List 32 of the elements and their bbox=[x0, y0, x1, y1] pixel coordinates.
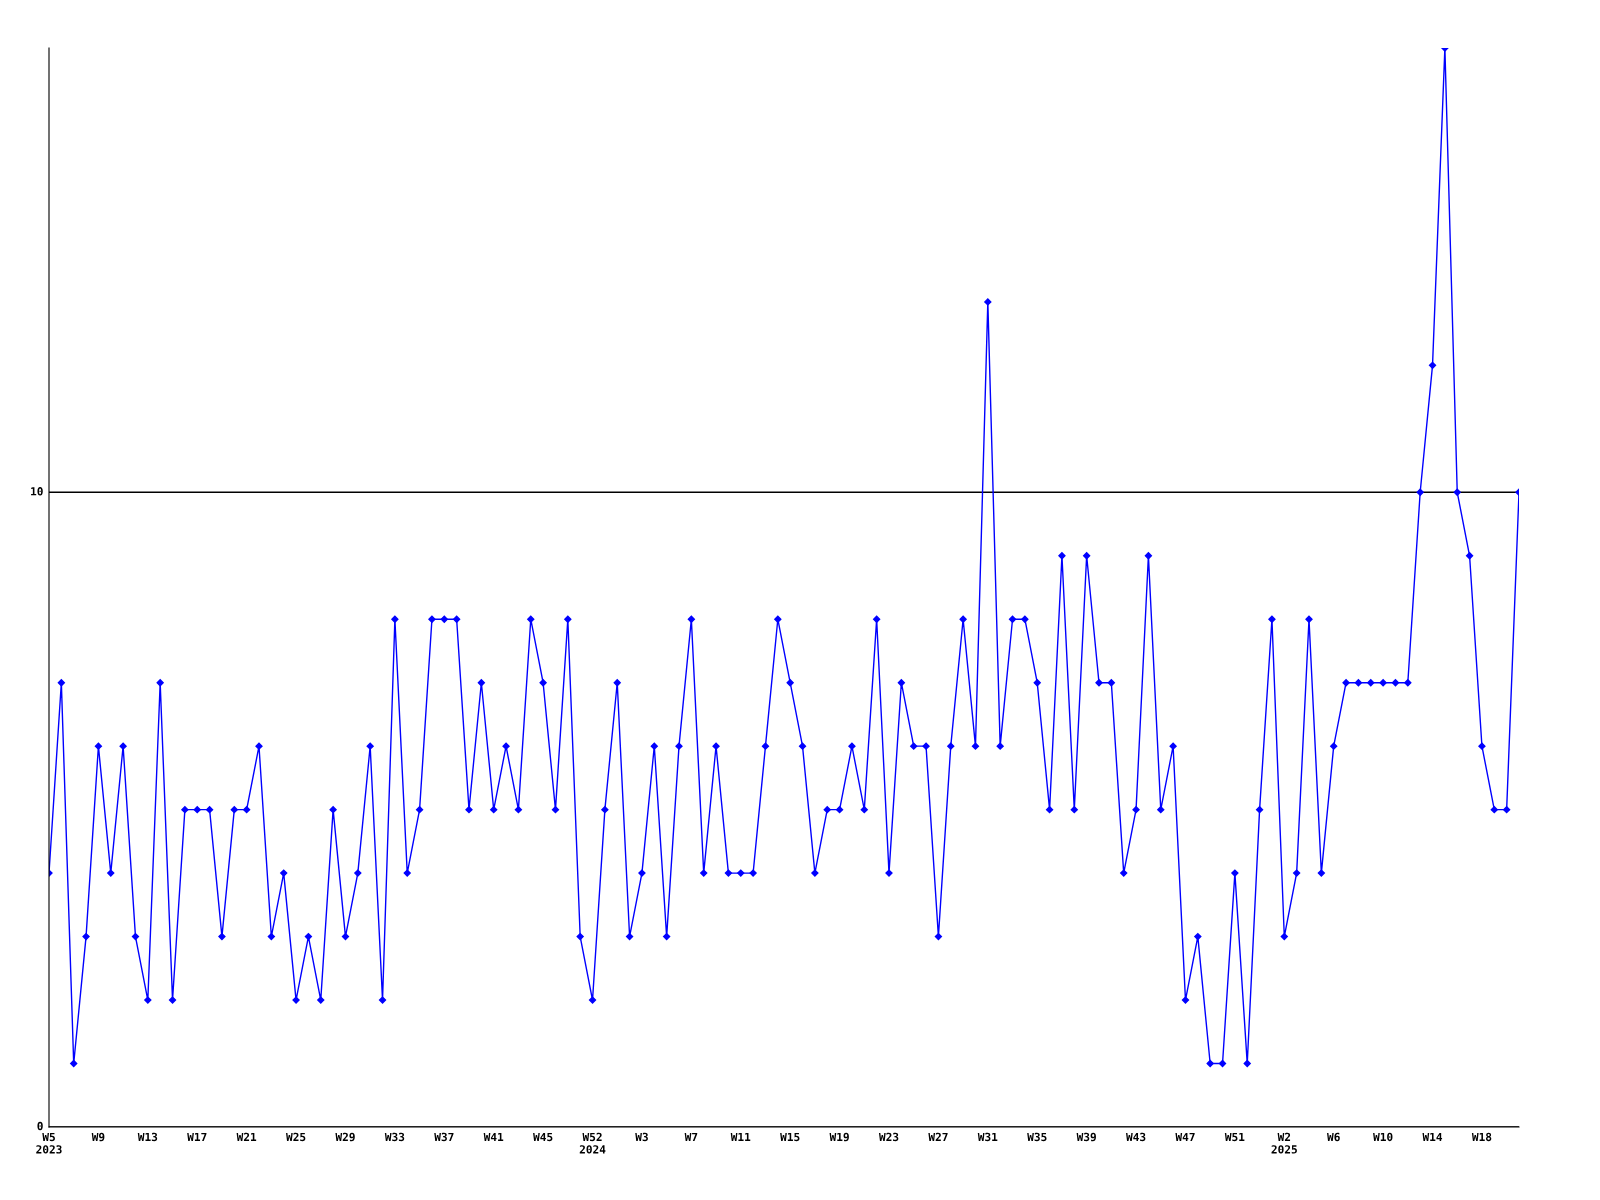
y-tick-label: 0 bbox=[37, 1121, 43, 1131]
x-tick-label: W5 2023 bbox=[36, 1132, 62, 1154]
x-tick-label: W35 bbox=[1027, 1132, 1047, 1142]
x-tick-label: W23 bbox=[878, 1132, 899, 1142]
x-tick-label: W27 bbox=[928, 1132, 948, 1141]
x-tick-label: W37 bbox=[434, 1132, 454, 1142]
x-tick-label: W19 bbox=[829, 1132, 849, 1142]
x-tick-label: W7 bbox=[684, 1132, 698, 1141]
x-tick-label: W47 bbox=[1175, 1132, 1195, 1141]
x-tick-label: W10 bbox=[1373, 1132, 1393, 1142]
y-tick-label: 10 bbox=[31, 487, 43, 496]
x-tick-label: W41 bbox=[483, 1132, 504, 1141]
x-tick-label: W18 bbox=[1471, 1132, 1492, 1142]
x-tick-label: W6 bbox=[1327, 1132, 1340, 1142]
x-tick-label: W33 bbox=[384, 1132, 405, 1142]
x-tick-label: W29 bbox=[335, 1132, 355, 1142]
x-tick-label: W2 2025 bbox=[1271, 1132, 1297, 1154]
x-tick-label: W3 bbox=[635, 1132, 648, 1142]
x-tick-label: W17 bbox=[187, 1132, 207, 1141]
x-tick-label: W14 bbox=[1422, 1132, 1443, 1141]
x-tick-label: W9 bbox=[91, 1132, 105, 1142]
x-tick-label: W13 bbox=[137, 1132, 158, 1142]
x-tick-label: W51 bbox=[1224, 1132, 1245, 1142]
x-tick-label: W25 bbox=[286, 1132, 306, 1142]
x-tick-label: W52 2024 bbox=[579, 1132, 606, 1154]
x-tick-label: W43 bbox=[1126, 1132, 1146, 1142]
x-tick-label: W15 bbox=[780, 1132, 800, 1142]
x-tick-label: W39 bbox=[1076, 1132, 1096, 1142]
x-tick-label: W11 bbox=[730, 1132, 751, 1141]
x-tick-label: W21 bbox=[236, 1132, 257, 1141]
x-tick-label: W31 bbox=[977, 1132, 998, 1142]
x-tick-label: W45 bbox=[533, 1132, 553, 1142]
